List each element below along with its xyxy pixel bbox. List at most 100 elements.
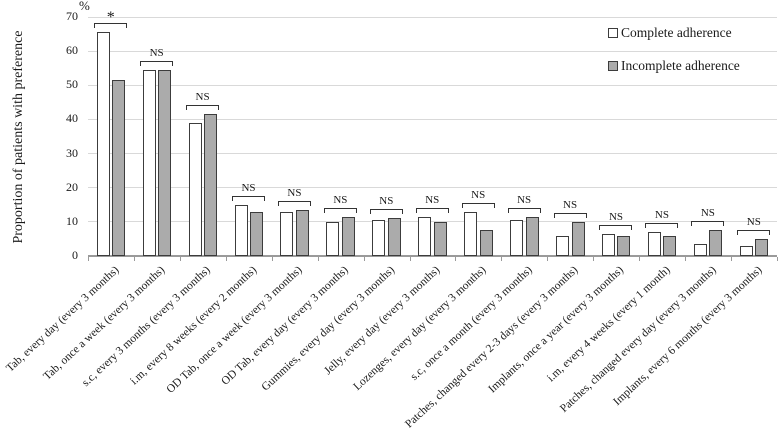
bar-incomplete-adherence bbox=[387, 218, 401, 256]
y-tick-label: 0 bbox=[72, 248, 78, 262]
x-axis-tick bbox=[363, 257, 365, 261]
significance-bracket bbox=[140, 60, 174, 66]
significance-label: NS bbox=[517, 193, 532, 206]
gridline bbox=[88, 50, 777, 52]
y-tick-label: 40 bbox=[66, 111, 78, 126]
y-tick-label: 50 bbox=[66, 77, 78, 92]
bar-incomplete-adherence bbox=[617, 235, 631, 256]
legend-label-complete-adherence: Complete adherence bbox=[621, 25, 732, 40]
significance-bracket bbox=[461, 202, 495, 208]
bar-incomplete-adherence bbox=[479, 230, 493, 256]
bar-incomplete-adherence bbox=[158, 69, 172, 256]
y-tick-label: 10 bbox=[66, 213, 78, 228]
bar-incomplete-adherence bbox=[709, 230, 723, 256]
bar-complete-adherence bbox=[188, 122, 202, 256]
x-axis-tick bbox=[88, 257, 89, 261]
significance-bracket bbox=[507, 207, 541, 213]
significance-bracket bbox=[553, 212, 587, 218]
significance-bracket bbox=[277, 200, 311, 206]
bar-incomplete-adherence bbox=[204, 114, 218, 256]
bar-incomplete-adherence bbox=[755, 238, 769, 256]
significance-bracket bbox=[737, 229, 771, 235]
significance-label: NS bbox=[608, 210, 623, 223]
significance-label: NS bbox=[333, 193, 348, 206]
significance-label: NS bbox=[241, 181, 256, 194]
bar-incomplete-adherence bbox=[250, 211, 264, 256]
x-axis-tick bbox=[271, 257, 273, 261]
bar-incomplete-adherence bbox=[525, 216, 539, 256]
bar-complete-adherence bbox=[510, 220, 524, 256]
bar-incomplete-adherence bbox=[112, 80, 126, 256]
bar-complete-adherence bbox=[372, 220, 386, 256]
legend-swatch-complete-adherence bbox=[608, 28, 618, 38]
x-axis-tick bbox=[317, 257, 319, 261]
bar-complete-adherence bbox=[142, 69, 156, 256]
bar-complete-adherence bbox=[693, 244, 707, 256]
legend-swatch-incomplete-adherence bbox=[608, 61, 618, 71]
significance-bracket bbox=[323, 207, 357, 213]
y-tick-label: 70 bbox=[66, 9, 78, 23]
bar-complete-adherence bbox=[739, 245, 753, 256]
significance-label: NS bbox=[471, 188, 486, 201]
gridline bbox=[88, 118, 777, 120]
gridline bbox=[88, 221, 777, 223]
significance-bracket bbox=[599, 224, 633, 230]
significance-bracket bbox=[645, 223, 679, 229]
significance-bracket bbox=[186, 105, 220, 111]
significance-label: NS bbox=[195, 91, 210, 104]
significance-label: * bbox=[106, 9, 115, 27]
x-axis-tick bbox=[179, 257, 181, 261]
legend-item-incomplete-adherence: Incomplete adherence bbox=[608, 58, 740, 73]
bar-complete-adherence bbox=[601, 233, 615, 256]
significance-label: NS bbox=[379, 195, 394, 208]
bar-incomplete-adherence bbox=[571, 221, 585, 256]
legend-item-complete-adherence: Complete adherence bbox=[608, 25, 740, 40]
legend: Complete adherence Incomplete adherence bbox=[608, 25, 740, 92]
gridline bbox=[88, 187, 777, 189]
bar-complete-adherence bbox=[464, 211, 478, 256]
bar-incomplete-adherence bbox=[663, 235, 677, 256]
x-axis-tick bbox=[685, 257, 687, 261]
significance-bracket bbox=[415, 207, 449, 213]
bar-complete-adherence bbox=[280, 211, 294, 256]
x-category-label: Patches, changed every 2-3 days (every 3… bbox=[403, 264, 581, 431]
x-axis-line bbox=[88, 255, 777, 257]
x-axis-tick bbox=[133, 257, 135, 261]
significance-bracket bbox=[691, 221, 725, 227]
significance-label: NS bbox=[654, 209, 669, 222]
y-axis-unit-label: % bbox=[79, 0, 90, 13]
significance-label: NS bbox=[149, 46, 164, 59]
y-tick-label: 20 bbox=[66, 179, 78, 194]
bar-incomplete-adherence bbox=[341, 216, 355, 256]
bar-incomplete-adherence bbox=[433, 221, 447, 256]
bar-complete-adherence bbox=[556, 235, 570, 256]
x-axis-tick bbox=[409, 257, 411, 261]
x-axis-tick bbox=[547, 257, 549, 261]
bar-complete-adherence bbox=[647, 232, 661, 256]
bar-complete-adherence bbox=[234, 204, 248, 256]
x-axis-tick bbox=[731, 257, 733, 261]
significance-label: NS bbox=[287, 186, 302, 199]
y-axis-title: Proportion of patients with preference bbox=[11, 30, 26, 244]
significance-bracket bbox=[232, 195, 266, 201]
significance-bracket bbox=[369, 209, 403, 215]
significance-label: NS bbox=[746, 215, 761, 228]
x-axis-tick bbox=[225, 257, 227, 261]
significance-label: NS bbox=[563, 198, 578, 211]
bar-complete-adherence bbox=[418, 216, 432, 256]
gridline bbox=[88, 84, 777, 86]
gridline bbox=[88, 153, 777, 155]
legend-label-incomplete-adherence: Incomplete adherence bbox=[621, 58, 740, 73]
bar-incomplete-adherence bbox=[295, 209, 309, 256]
significance-label: NS bbox=[425, 193, 440, 206]
significance-label: NS bbox=[700, 207, 715, 220]
bar-complete-adherence bbox=[326, 221, 340, 256]
y-tick-label: 30 bbox=[66, 145, 78, 160]
significance-bracket bbox=[94, 23, 128, 29]
x-axis-tick bbox=[455, 257, 457, 261]
x-axis-tick bbox=[593, 257, 595, 261]
gridline bbox=[88, 16, 777, 18]
bar-complete-adherence bbox=[96, 32, 110, 256]
y-tick-label: 60 bbox=[66, 43, 78, 58]
